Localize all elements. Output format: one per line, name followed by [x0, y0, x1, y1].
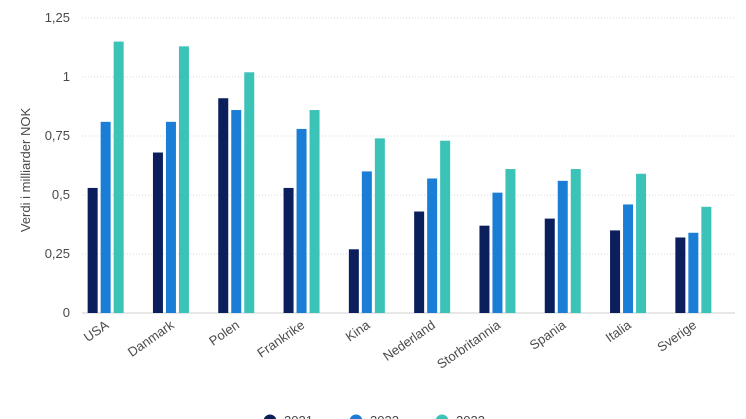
bar-2023-danmark — [178, 46, 189, 313]
x-tick-label: Nederland — [380, 317, 438, 364]
bar-2021-italia — [610, 230, 621, 313]
bar-2023-nederland — [440, 140, 451, 313]
bar-2021-kina — [348, 249, 359, 313]
bar-2022-storbritannia — [492, 192, 503, 313]
bar-2021-sverige — [675, 237, 686, 313]
legend-label: 2023 — [456, 413, 485, 419]
legend-marker — [349, 414, 363, 419]
legend: 2021 2022 2023 — [263, 413, 485, 419]
bar-2021-storbritannia — [479, 225, 490, 313]
bar-2021-frankrike — [283, 187, 294, 313]
bar-2022-kina — [361, 171, 372, 313]
x-tick-label: Kina — [343, 317, 374, 345]
bar-2022-frankrike — [296, 128, 307, 313]
x-tick-label: Frankrike — [254, 317, 307, 360]
bar-2022-sverige — [688, 232, 699, 313]
legend-marker — [263, 414, 277, 419]
bar-2021-nederland — [414, 211, 425, 313]
bar-2023-sverige — [701, 206, 712, 313]
y-tick-label: 0,5 — [52, 187, 70, 202]
x-tick-label: Danmark — [125, 317, 177, 360]
y-tick-label: 1 — [63, 69, 70, 84]
x-tick-label: Sverige — [654, 317, 699, 355]
legend-label: 2022 — [370, 413, 399, 419]
bar-2022-polen — [231, 110, 242, 313]
y-axis-title: Verdi i milliarder NOK — [18, 108, 33, 233]
legend-item[interactable]: 2021 — [263, 413, 313, 419]
x-tick-label: Spania — [527, 317, 569, 353]
bar-2022-spania — [557, 180, 568, 313]
bar-2022-danmark — [165, 121, 176, 313]
y-tick-label: 0,25 — [45, 246, 70, 261]
legend-label: 2021 — [284, 413, 313, 419]
legend-item[interactable]: 2022 — [349, 413, 399, 419]
bar-2023-spania — [570, 169, 581, 313]
y-tick-label: 0 — [63, 305, 70, 320]
legend-item[interactable]: 2023 — [435, 413, 485, 419]
x-tick-label: Polen — [206, 317, 242, 348]
bar-2021-danmark — [152, 152, 163, 313]
bar-2023-storbritannia — [505, 169, 516, 313]
bar-2021-polen — [218, 98, 229, 314]
bar-2022-usa — [100, 121, 111, 313]
bar-2022-nederland — [427, 178, 438, 313]
bar-2023-frankrike — [309, 110, 320, 313]
legend-marker — [435, 414, 449, 419]
bar-2023-polen — [244, 72, 255, 313]
bar-2023-italia — [636, 173, 647, 313]
bar-2021-spania — [544, 218, 555, 313]
x-tick-label: Storbritannia — [434, 317, 504, 372]
bar-2023-usa — [113, 41, 124, 313]
bars-layer — [87, 41, 712, 314]
x-axis-ticks: USA Danmark Polen Frankrike Kina NederlandSto… — [81, 317, 699, 372]
y-tick-label: 1,25 — [45, 10, 70, 25]
x-tick-label: Italia — [603, 317, 635, 345]
y-tick-label: 0,75 — [45, 128, 70, 143]
x-tick-label: USA — [81, 317, 112, 345]
bar-2023-kina — [374, 138, 385, 313]
bar-2021-usa — [87, 187, 98, 313]
bar-2022-italia — [623, 204, 634, 313]
y-axis-ticks: 0 0,25 0,5 0,75 1 1,25 — [45, 10, 70, 320]
